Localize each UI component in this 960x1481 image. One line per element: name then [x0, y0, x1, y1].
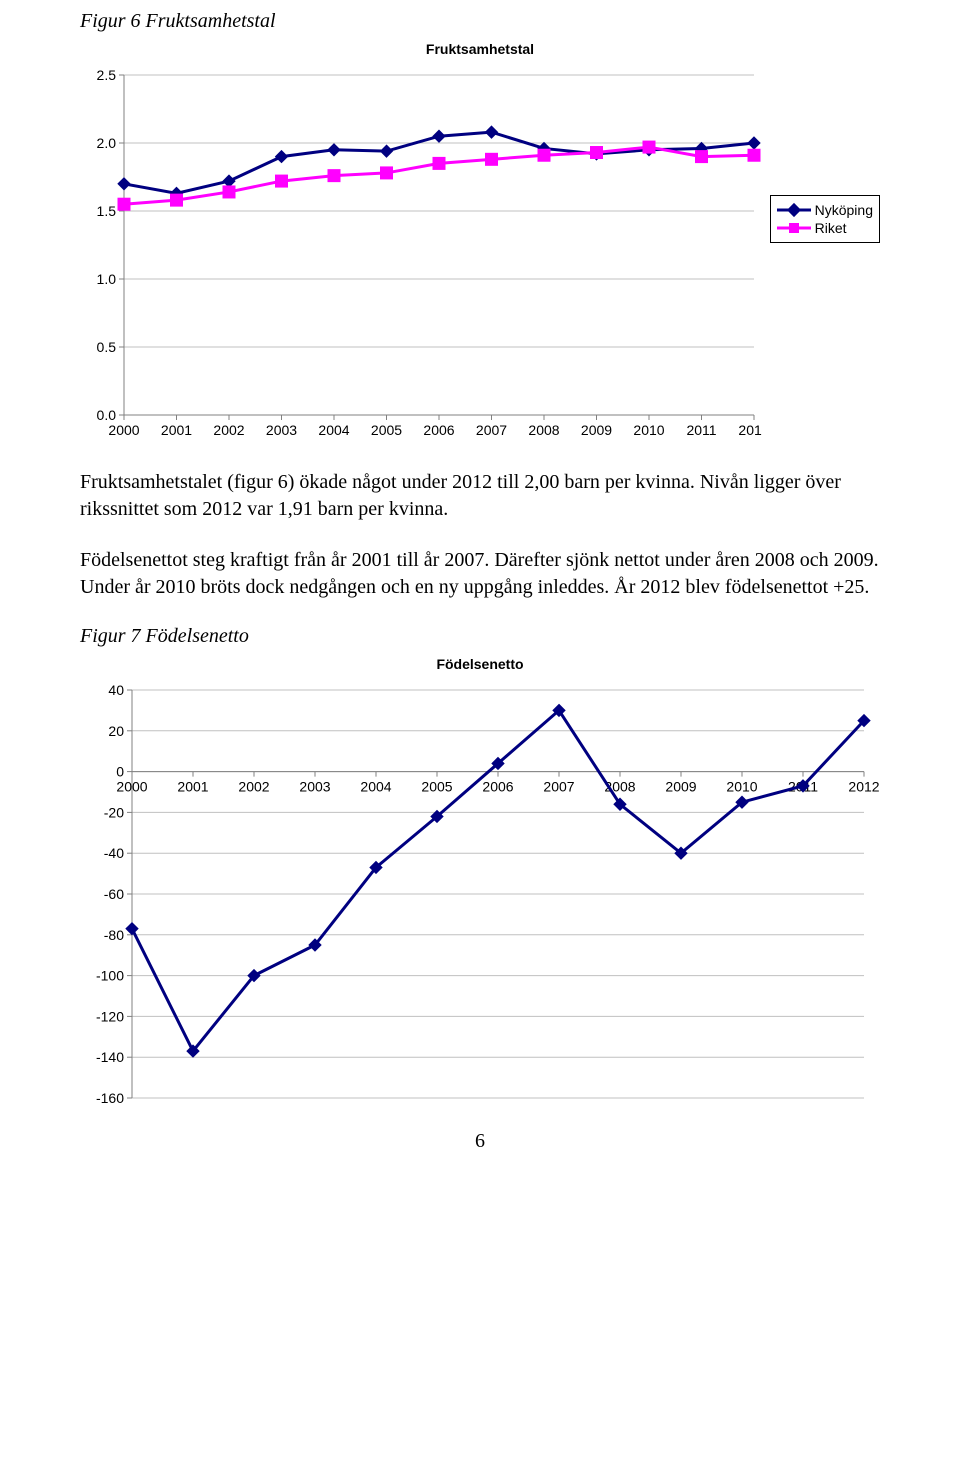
svg-text:2012: 2012 — [738, 422, 761, 438]
svg-text:2002: 2002 — [238, 779, 269, 795]
svg-text:2004: 2004 — [318, 422, 349, 438]
svg-text:-20: -20 — [104, 804, 124, 820]
svg-text:2003: 2003 — [299, 779, 330, 795]
svg-text:2003: 2003 — [266, 422, 297, 438]
svg-text:2004: 2004 — [360, 779, 391, 795]
svg-text:0: 0 — [116, 764, 124, 780]
paragraph-2: Födelsenettot steg kraftigt från år 2001… — [80, 547, 880, 601]
legend-row: Nyköping — [777, 202, 873, 218]
svg-text:2012: 2012 — [848, 779, 879, 795]
svg-text:2005: 2005 — [421, 779, 452, 795]
page: Figur 6 Fruktsamhetstal Fruktsamhetstal … — [0, 0, 960, 1183]
svg-text:2001: 2001 — [161, 422, 192, 438]
svg-text:2000: 2000 — [108, 422, 139, 438]
svg-text:2007: 2007 — [543, 779, 574, 795]
figure-7-caption: Figur 7 Födelsenetto — [80, 625, 880, 648]
svg-text:2006: 2006 — [423, 422, 454, 438]
svg-text:-80: -80 — [104, 927, 124, 943]
legend-label: Riket — [815, 220, 847, 236]
svg-text:2000: 2000 — [116, 779, 147, 795]
svg-text:-140: -140 — [96, 1049, 124, 1065]
svg-text:0.0: 0.0 — [97, 407, 117, 423]
page-number: 6 — [80, 1130, 880, 1153]
svg-text:2005: 2005 — [371, 422, 402, 438]
svg-text:2.5: 2.5 — [97, 67, 117, 83]
svg-text:2006: 2006 — [482, 779, 513, 795]
svg-text:2001: 2001 — [177, 779, 208, 795]
svg-text:40: 40 — [108, 682, 124, 698]
svg-text:1.0: 1.0 — [97, 271, 117, 287]
svg-text:-120: -120 — [96, 1008, 124, 1024]
chart-1: 0.0 0.5 1.0 1.5 2.0 2.5 2000 2001 2002 2003 2004 20… — [80, 65, 762, 445]
svg-text:2008: 2008 — [528, 422, 559, 438]
legend-swatch — [777, 221, 811, 235]
paragraph-1: Fruktsamhetstalet (figur 6) ökade något … — [80, 469, 880, 523]
chart-1-container: 0.0 0.5 1.0 1.5 2.0 2.5 2000 2001 2002 2003 2004 20… — [80, 65, 880, 445]
chart-2-title: Födelsenetto — [80, 656, 880, 672]
svg-text:2007: 2007 — [476, 422, 507, 438]
svg-text:2010: 2010 — [726, 779, 757, 795]
chart-1-legend: Nyköping Riket — [770, 195, 880, 243]
legend-swatch — [777, 203, 811, 217]
svg-text:2010: 2010 — [633, 422, 664, 438]
figure-6-caption: Figur 6 Fruktsamhetstal — [80, 10, 880, 33]
svg-text:-100: -100 — [96, 968, 124, 984]
svg-text:2009: 2009 — [581, 422, 612, 438]
svg-text:0.5: 0.5 — [97, 339, 117, 355]
legend-label: Nyköping — [815, 202, 873, 218]
chart-2: -160 -140 -120 -100 -80 -60 -40 -20 0 20 40 2000 200… — [80, 680, 880, 1110]
legend-row: Riket — [777, 220, 873, 236]
svg-text:-160: -160 — [96, 1090, 124, 1106]
svg-text:2.0: 2.0 — [97, 135, 117, 151]
svg-text:20: 20 — [108, 723, 124, 739]
chart-1-title: Fruktsamhetstal — [80, 41, 880, 57]
svg-text:1.5: 1.5 — [97, 203, 117, 219]
svg-text:2002: 2002 — [213, 422, 244, 438]
svg-text:-60: -60 — [104, 886, 124, 902]
svg-text:-40: -40 — [104, 845, 124, 861]
svg-text:2009: 2009 — [665, 779, 696, 795]
svg-text:2011: 2011 — [686, 422, 716, 438]
